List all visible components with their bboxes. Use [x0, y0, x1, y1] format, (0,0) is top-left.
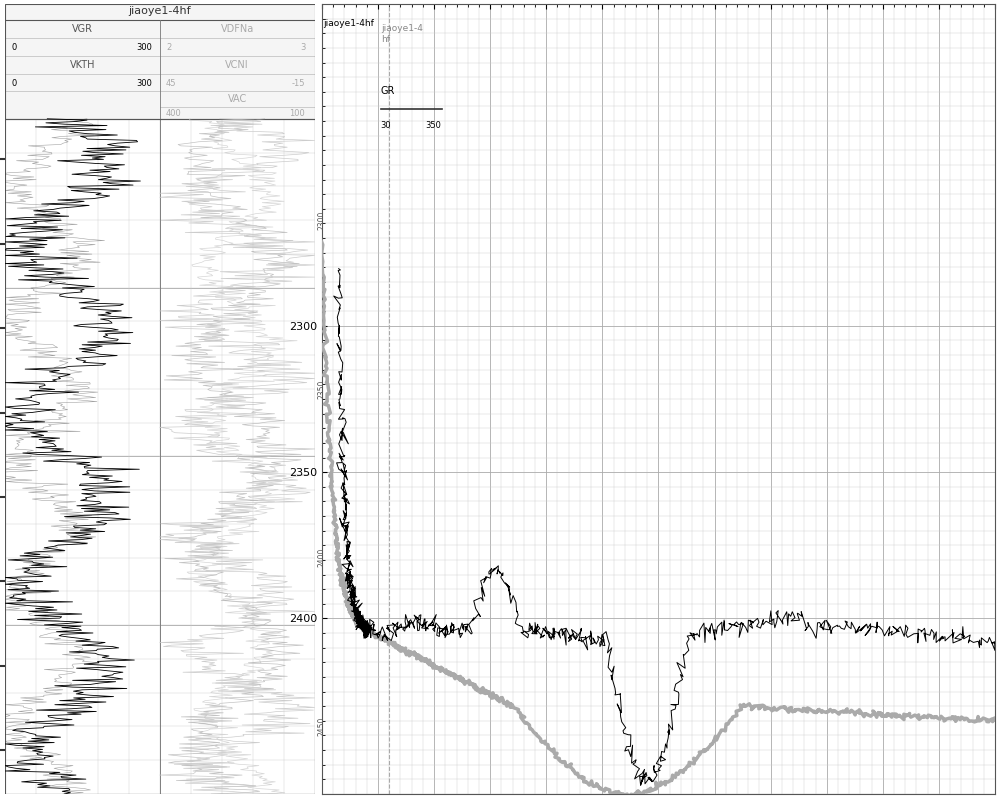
- Text: VKTH: VKTH: [70, 60, 95, 70]
- Text: 2450: 2450: [318, 717, 327, 737]
- Text: 2400: 2400: [318, 548, 327, 567]
- Text: VAC: VAC: [228, 94, 247, 105]
- Text: 300: 300: [136, 43, 152, 52]
- Text: jiaoye1-4hf: jiaoye1-4hf: [323, 18, 374, 28]
- Text: 30: 30: [381, 121, 391, 130]
- Text: 2: 2: [166, 43, 171, 52]
- Text: VCNI: VCNI: [225, 60, 249, 70]
- Text: GR: GR: [381, 86, 395, 96]
- Text: 0: 0: [11, 43, 16, 52]
- Text: 350: 350: [426, 121, 442, 130]
- Bar: [5, 4, 315, 119]
- Text: jiaoye1-4
hf: jiaoye1-4 hf: [381, 25, 423, 44]
- Text: 2350: 2350: [318, 379, 327, 398]
- Text: 2300: 2300: [318, 211, 327, 230]
- Text: 45: 45: [166, 79, 176, 88]
- Bar: [5, 4, 315, 119]
- Text: 3: 3: [300, 43, 305, 52]
- Text: VGR: VGR: [72, 24, 93, 34]
- Text: 100: 100: [289, 109, 305, 117]
- Text: VDFNa: VDFNa: [221, 24, 254, 34]
- Text: -15: -15: [292, 79, 305, 88]
- Text: 0: 0: [11, 79, 16, 88]
- Text: jiaoye1-4hf: jiaoye1-4hf: [128, 6, 191, 16]
- Text: 400: 400: [166, 109, 182, 117]
- Text: 300: 300: [136, 79, 152, 88]
